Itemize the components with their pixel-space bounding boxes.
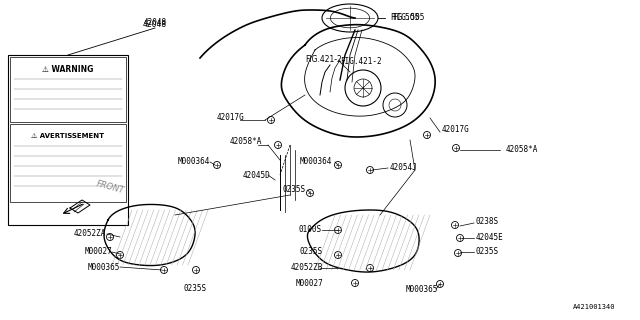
Text: FIG.421-2: FIG.421-2 [340,57,381,66]
Text: 42058*A: 42058*A [230,138,262,147]
Text: 42048: 42048 [143,18,166,27]
Text: 0238S: 0238S [476,218,499,227]
Text: FRONT: FRONT [95,179,125,195]
Text: 42017G: 42017G [216,114,244,123]
Text: 0235S: 0235S [476,247,499,257]
Text: ⚠ WARNING: ⚠ WARNING [42,65,93,74]
Text: A421001340: A421001340 [573,304,615,310]
Text: 42045D: 42045D [243,171,270,180]
Text: FIG.505: FIG.505 [390,13,419,22]
Text: 0235S: 0235S [283,186,306,195]
Text: M00027: M00027 [295,278,323,287]
Text: M000365: M000365 [406,284,438,293]
Text: M000364: M000364 [300,157,332,166]
Text: 42054J: 42054J [390,164,418,172]
Text: 0235S: 0235S [184,284,207,293]
Text: FIG.505: FIG.505 [392,13,424,22]
Text: M000365: M000365 [88,262,120,271]
Text: 42017G: 42017G [442,125,470,134]
Text: ⚠ AVERTISSEMENT: ⚠ AVERTISSEMENT [31,133,104,139]
Text: FIG.421-2: FIG.421-2 [305,55,342,64]
Text: 0235S: 0235S [300,247,323,257]
Text: 42052ZB: 42052ZB [291,263,323,273]
Text: M000364: M000364 [178,157,210,166]
Text: 42045E: 42045E [476,233,504,242]
Text: 42052ZA: 42052ZA [74,229,106,238]
Text: 42058*A: 42058*A [506,146,538,155]
Text: 0100S: 0100S [299,226,322,235]
Text: 42048: 42048 [143,20,167,29]
Text: M00027: M00027 [84,247,112,257]
